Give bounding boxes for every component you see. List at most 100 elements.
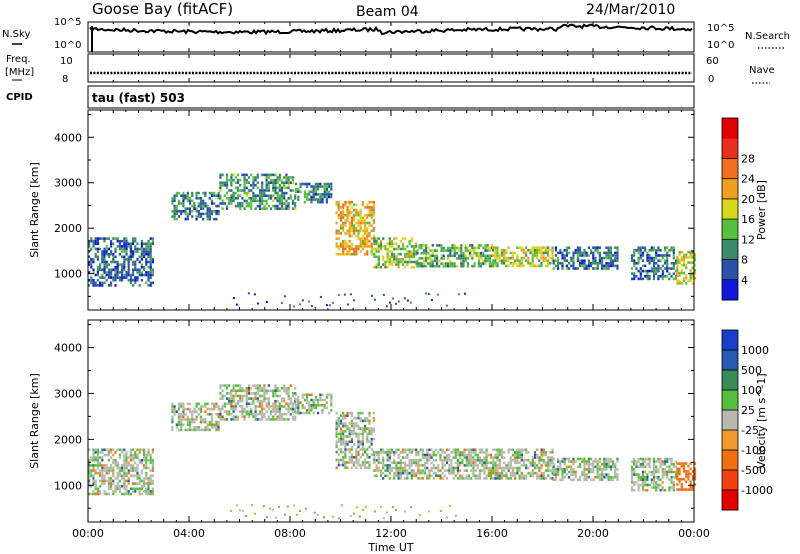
- scatter-cell: [682, 477, 686, 481]
- scatter-cell: [123, 464, 126, 467]
- scatter-cell: [462, 262, 465, 265]
- scatter-cell: [648, 460, 651, 463]
- scatter-cell: [348, 448, 351, 451]
- scatter-cell: [609, 254, 612, 257]
- scatter-cell: [350, 456, 353, 459]
- scatter-cell: [243, 389, 246, 393]
- scatter-cell: [321, 185, 324, 188]
- scatter-cell: [359, 221, 362, 225]
- scatter-cell: [520, 464, 523, 467]
- scatter-cell: [143, 458, 146, 462]
- scatter-cell: [339, 414, 343, 417]
- scatter-cell: [639, 465, 642, 469]
- scatter-cell: [312, 406, 315, 410]
- scatter-cell: [138, 451, 141, 454]
- scatter-cell: [250, 197, 253, 200]
- scatter-cell: [232, 199, 235, 203]
- scatter-cell: [346, 206, 349, 209]
- scatter-cell: [337, 424, 340, 428]
- scatter-cell: [359, 466, 362, 469]
- scatter-cell: [581, 460, 584, 463]
- scatter-cell: [225, 207, 229, 210]
- scatter-cell: [188, 423, 192, 426]
- scatter-cell: [565, 465, 568, 469]
- freq-left-unit: [MHz]: [5, 67, 34, 78]
- scatter-cell: [449, 262, 452, 265]
- scatter-cell: [210, 212, 214, 216]
- scatter-cell: [132, 487, 135, 491]
- scatter-cell: [450, 461, 453, 465]
- scatter-cell: [151, 451, 154, 454]
- scatter-cell: [533, 251, 536, 255]
- scatter-cell: [422, 244, 425, 247]
- scatter-cell: [285, 389, 288, 393]
- scatter-cell: [116, 239, 119, 243]
- scatter-cell: [576, 259, 579, 262]
- scatter-cell: [225, 384, 229, 387]
- scatter-cell: [393, 458, 396, 462]
- scatter-cell: [476, 474, 479, 478]
- scatter-cell: [485, 453, 488, 457]
- scatter-cell: [561, 457, 564, 461]
- scatter-cell: [210, 415, 214, 419]
- scatter-cell: [145, 461, 148, 465]
- scatter-cell: [417, 477, 420, 480]
- scatter-cell: [236, 418, 240, 421]
- scatter-cell: [485, 464, 488, 467]
- scatter-cell: [258, 191, 262, 195]
- scatter-cell: [92, 448, 95, 452]
- scatter-cell: [605, 256, 608, 260]
- scatter-cell: [514, 451, 517, 454]
- scatter-cell: [325, 198, 328, 201]
- scatter-cell: [393, 260, 396, 264]
- colorbar-swatch: [722, 330, 738, 351]
- scatter-cell: [540, 458, 543, 462]
- scatter-cell: [291, 181, 295, 184]
- scatter-cell: [693, 483, 697, 486]
- scatter-cell: [666, 465, 669, 469]
- scatter-cell: [478, 458, 482, 462]
- scatter-cell: [110, 487, 113, 491]
- scatter-cell: [180, 202, 183, 205]
- scatter-cell: [112, 469, 115, 472]
- scatter-cell: [308, 193, 311, 196]
- scatter-cell: [585, 264, 588, 268]
- scatter-cell: [549, 262, 552, 265]
- scatter-cell: [94, 451, 97, 454]
- scatter-cell: [114, 271, 117, 274]
- scatter-cell: [177, 202, 181, 205]
- scatter-cell: [105, 237, 108, 240]
- scatter-cell: [505, 477, 508, 480]
- scatter-cell: [258, 412, 262, 416]
- scatter-cell: [525, 246, 528, 249]
- scatter-cell: [245, 202, 248, 205]
- scatter-cell: [484, 257, 487, 260]
- scatter-cell: [516, 256, 519, 260]
- scatter-cell: [361, 440, 364, 443]
- scatter-cell: [542, 448, 545, 452]
- scatter-cell: [478, 477, 482, 480]
- scatter-cell: [295, 190, 298, 194]
- scatter-cell: [439, 453, 442, 457]
- scatter-cell: [404, 477, 407, 480]
- scatter-cell: [263, 207, 266, 210]
- scatter-cell: [250, 173, 253, 177]
- scatter-cell: [263, 384, 266, 387]
- scatter-cell: [339, 252, 343, 256]
- scatter-cell: [393, 451, 396, 454]
- scatter-cell: [693, 472, 697, 476]
- scatter-cell: [368, 200, 371, 204]
- scatter-cell: [447, 246, 450, 250]
- scatter-cell: [350, 437, 353, 441]
- scatter-cell: [463, 292, 466, 295]
- scatter-cell: [368, 432, 371, 436]
- scatter-cell: [294, 397, 297, 400]
- scatter-cell: [339, 226, 343, 230]
- scatter-cell: [110, 484, 113, 488]
- scatter-cell: [464, 244, 467, 247]
- scatter-cell: [637, 251, 640, 255]
- scatter-cell: [366, 456, 369, 459]
- scatter-cell: [258, 189, 262, 192]
- scatter-cell: [592, 251, 595, 255]
- scatter-cell: [488, 262, 491, 265]
